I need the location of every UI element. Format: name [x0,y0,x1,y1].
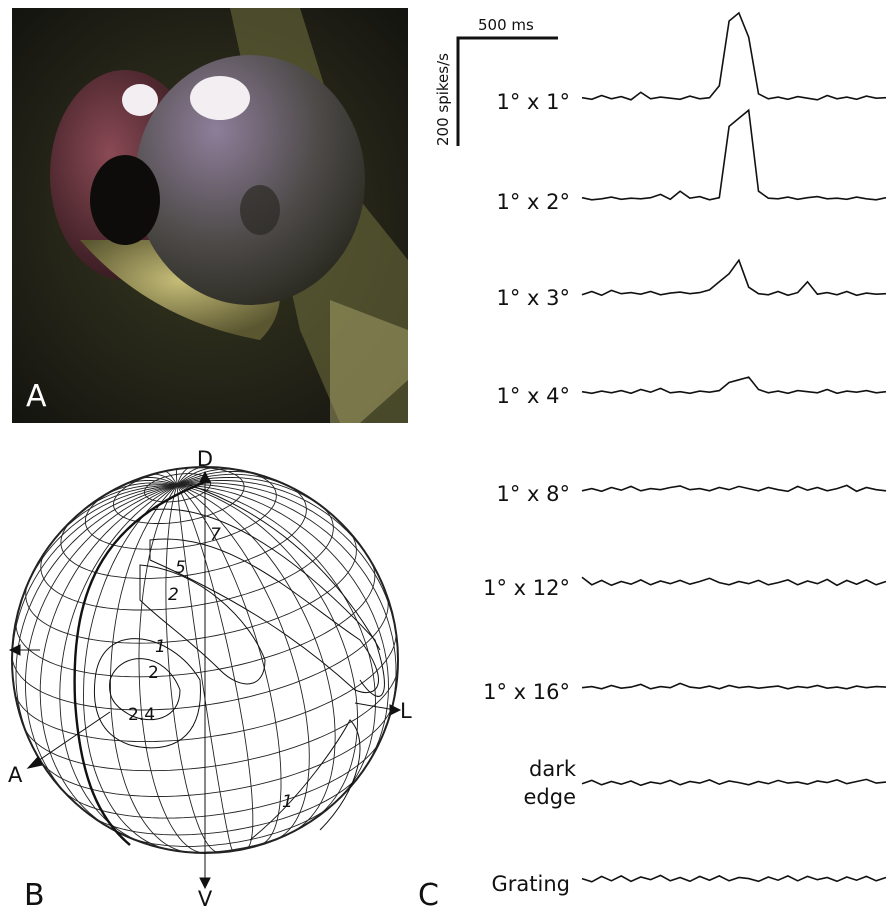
grid-line [177,469,178,485]
contour-label: 1 [282,792,293,812]
figure-canvas: A D V L A B 7 5 2 1 2 2.4 1 500 ms 200 s… [0,0,890,910]
row-label: 1° x 2° [497,190,571,214]
row-label: dark edge [490,755,576,811]
grid-line [26,531,357,643]
direction-label: D [197,447,213,471]
row-label: 1° x 3° [497,286,571,310]
photo: A [12,8,408,423]
spike-trace [582,683,886,688]
sphere-labels: D V L A B 7 5 2 1 2 2.4 1 [8,447,412,910]
row-label: 1° x 8° [497,482,571,506]
figure: A D V L A B 7 5 2 1 2 2.4 1 500 ms 200 s… [0,0,890,910]
grid-line [177,485,309,840]
direction-label: A [8,763,23,787]
grid-line [177,485,396,719]
spike-trace [582,485,886,491]
spike-trace [582,377,886,393]
sphere-overlays [10,472,400,888]
spike-trace [582,260,886,295]
rate-scale-label: 200 spikes/s [434,53,452,146]
spike-trace [582,13,886,100]
row-label: 1° x 1° [497,90,571,114]
contour-label: 7 [210,525,221,545]
grid-line [177,485,335,832]
row-label: Grating [492,872,570,896]
panel-letter: A [26,379,47,414]
spike-trace [582,779,886,785]
spike-trace [582,110,886,200]
spike-trace [582,875,886,881]
row-label: 1° x 4° [497,384,571,408]
grid-line [24,670,398,771]
direction-label: L [400,699,412,723]
grid-line [41,704,393,797]
contour-label: 2.4 [128,705,155,725]
row-label: 1° x 16° [483,680,570,704]
grid-line [16,562,375,677]
direction-label: V [198,887,213,910]
grid-line [92,772,362,835]
panel-letter: B [24,878,45,910]
row-label: 1° x 12° [483,576,570,600]
contour-label: 1 [155,637,166,657]
contour-label: 5 [175,558,186,578]
time-scale-label: 500 ms [478,16,534,34]
contour-label: 2 [148,663,159,683]
contour-label: 2 [168,585,179,605]
panel-letter: C [418,878,439,910]
spike-trace [582,577,886,585]
grid-line [177,480,370,559]
